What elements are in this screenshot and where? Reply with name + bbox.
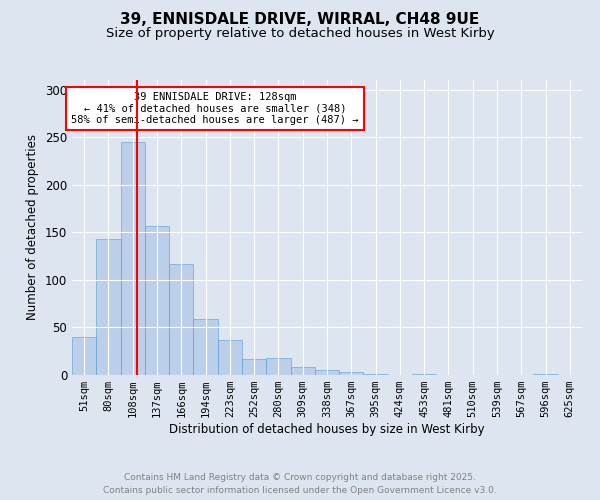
Bar [193,319,218,375]
Bar [533,374,558,375]
Bar [169,264,193,375]
Bar [266,358,290,375]
Bar [339,372,364,375]
Bar [121,142,145,375]
Text: Size of property relative to detached houses in West Kirby: Size of property relative to detached ho… [106,28,494,40]
Text: 39 ENNISDALE DRIVE: 128sqm
← 41% of detached houses are smaller (348)
58% of sem: 39 ENNISDALE DRIVE: 128sqm ← 41% of deta… [71,92,359,125]
Bar [290,368,315,375]
Y-axis label: Number of detached properties: Number of detached properties [26,134,40,320]
Text: 39, ENNISDALE DRIVE, WIRRAL, CH48 9UE: 39, ENNISDALE DRIVE, WIRRAL, CH48 9UE [121,12,479,28]
Bar [96,239,121,375]
Bar [315,370,339,375]
Bar [412,374,436,375]
X-axis label: Distribution of detached houses by size in West Kirby: Distribution of detached houses by size … [169,423,485,436]
Bar [218,340,242,375]
Bar [72,337,96,375]
Bar [242,359,266,375]
Text: Contains HM Land Registry data © Crown copyright and database right 2025.
Contai: Contains HM Land Registry data © Crown c… [103,474,497,495]
Bar [145,226,169,375]
Bar [364,374,388,375]
